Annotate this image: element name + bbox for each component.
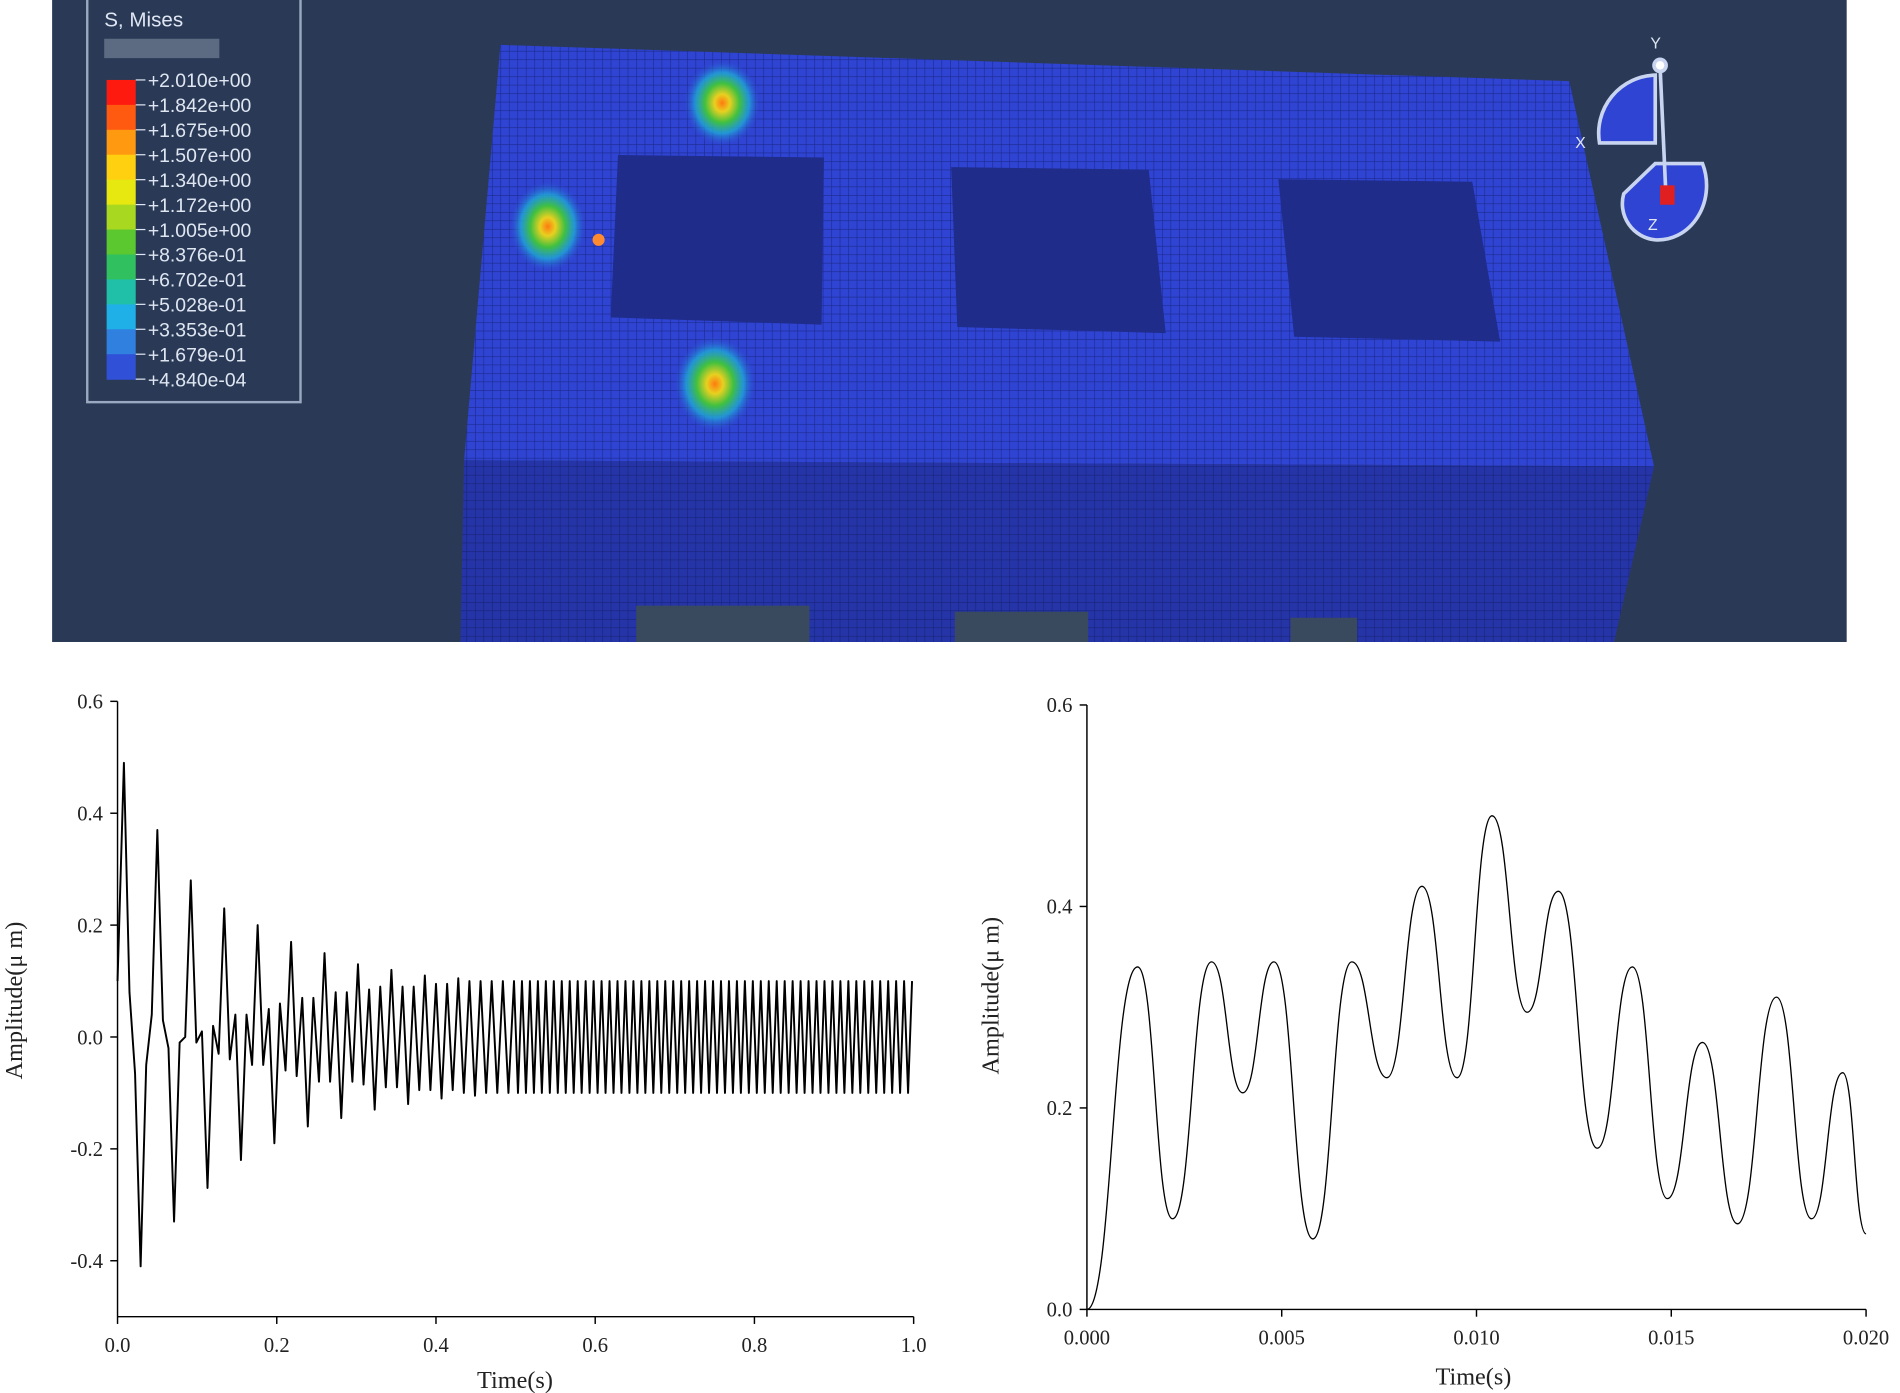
legend-label: +1.507e+00 (148, 145, 252, 167)
x-tick-label: 0.020 (1843, 1328, 1889, 1350)
y-tick-label: 0.0 (1047, 1300, 1073, 1322)
stress-hotspot (683, 59, 761, 147)
legend-swatch (106, 304, 136, 330)
triad-axis (1658, 66, 1668, 200)
triad-label: Z (1648, 217, 1658, 234)
stress-hotspot (508, 180, 587, 273)
y-tick-label: 0.2 (1047, 1098, 1073, 1120)
y-tick-label: 0.6 (77, 692, 103, 714)
x-tick-label: 0.000 (1064, 1328, 1110, 1350)
x-tick-label: 0.010 (1453, 1328, 1499, 1350)
legend-swatch (106, 279, 136, 305)
triad-node (1652, 57, 1668, 74)
legend-swatch (106, 154, 136, 181)
legend-subtitle-blur (104, 38, 220, 59)
legend-swatch (106, 329, 136, 355)
legend: +2.010e+00 +1.842e+00 +1.675e+00 +1.507e+00… (106, 70, 252, 391)
opening (1278, 179, 1501, 342)
legend-label: +1.340e+00 (148, 170, 252, 192)
x-tick-label: 0.8 (742, 1335, 768, 1357)
legend-swatch (106, 254, 136, 281)
legend-swatch (106, 129, 136, 156)
x-tick-label: 0.2 (264, 1335, 290, 1357)
x-tick-label: 0.6 (582, 1335, 608, 1357)
legend-label: +5.028e-01 (148, 295, 247, 317)
y-tick-label: 0.2 (77, 915, 103, 937)
legend-label: +4.840e-04 (148, 369, 247, 391)
data-line (1086, 815, 1867, 1311)
legend-swatch (106, 204, 136, 231)
y-tick-label: -0.4 (70, 1251, 103, 1273)
x-tick-label: 0.005 (1259, 1328, 1305, 1350)
legend-title: S, Mises (104, 9, 183, 32)
x-axis-title: Time(s) (477, 1367, 553, 1393)
y-axis-title: Amplitude(μ m) (977, 917, 1004, 1075)
opening (1290, 617, 1358, 642)
axis-triad (1596, 57, 1709, 242)
opening (636, 605, 810, 642)
triad-node (1660, 185, 1675, 205)
opening (610, 155, 824, 325)
legend-label: +8.376e-01 (148, 245, 247, 267)
legend-swatch (106, 79, 136, 106)
triad-label: Y (1650, 35, 1661, 52)
legend-box (86, 0, 302, 404)
y-tick-label: 0.0 (77, 1027, 103, 1049)
opening (954, 611, 1089, 642)
legend-swatch (106, 104, 136, 131)
legend-label: +1.675e+00 (148, 120, 252, 142)
y-tick-label: 0.4 (1047, 897, 1073, 919)
fea-view: S, Mises +2.010e+00+1.842e+00+1.675e+00+… (52, 0, 1847, 642)
triad-label: X (1575, 135, 1586, 152)
stress-hotspot (673, 335, 757, 433)
y-tick-label: 0.4 (77, 803, 103, 825)
charts: -0.4 -0.2 0.0 0.2 0.4 0.6 0.0 0.2 0.4 0.6 0.8 1.0 Ti… (1, 692, 1889, 1393)
legend-swatch (106, 229, 136, 256)
legend-label: +1.005e+00 (148, 220, 252, 242)
triad-arc (1596, 73, 1658, 145)
y-tick-label: -0.2 (70, 1139, 103, 1161)
x-tick-label: 0.0 (105, 1335, 131, 1357)
legend-label: +1.679e-01 (148, 344, 247, 366)
legend-label: +1.172e+00 (148, 195, 252, 217)
x-tick-label: 0.4 (423, 1335, 449, 1357)
x-tick-label: 0.015 (1648, 1328, 1694, 1350)
x-axis-title: Time(s) (1436, 1364, 1512, 1391)
legend-swatch (106, 179, 136, 206)
y-tick-label: 0.6 (1047, 695, 1073, 717)
data-line (116, 761, 914, 1268)
legend-label: +1.842e+00 (148, 95, 252, 117)
x-tick-label: 1.0 (901, 1335, 927, 1357)
legend-label: +2.010e+00 (148, 70, 252, 92)
opening (951, 167, 1166, 334)
legend-label: +3.353e-01 (148, 320, 247, 342)
load-point (592, 233, 605, 246)
legend-label: +6.702e-01 (148, 270, 247, 292)
y-axis-title: Amplitude(μ m) (1, 922, 28, 1080)
front-face (460, 460, 1655, 642)
legend-swatch (106, 354, 136, 380)
